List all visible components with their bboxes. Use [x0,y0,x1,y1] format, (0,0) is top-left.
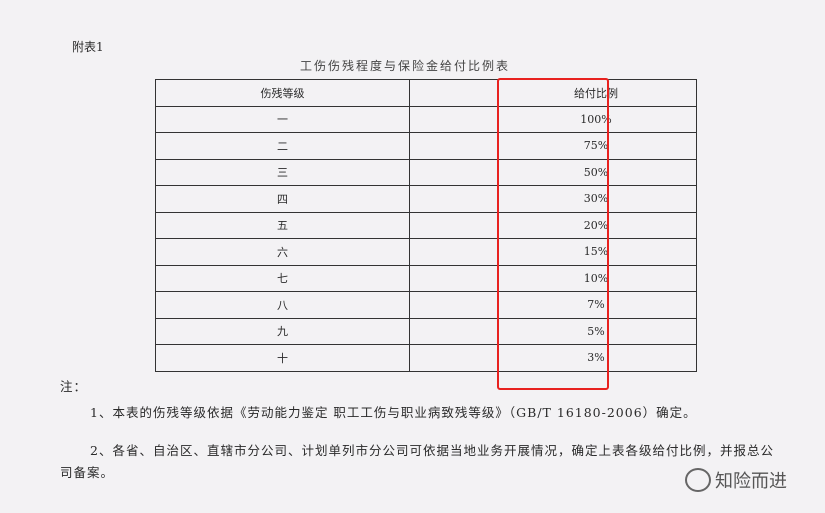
table-row: 四 30% [155,185,697,213]
grade-cell: 五 [155,211,410,239]
table-row: 十 3% [155,344,697,372]
appendix-label: 附表1 [72,40,104,54]
highlight-box [497,78,609,390]
ratio-cell: 50% [496,158,697,186]
table-row: 二 75% [155,132,697,160]
table-row: 六 15% [155,238,697,266]
grade-cell: 四 [155,185,410,213]
ratio-cell: 10% [496,264,697,292]
table-row: 七 10% [155,264,697,292]
note-2: 2、各省、自治区、直辖市分公司、计划单列市分公司可依据当地业务开展情况，确定上表… [60,443,774,480]
grade-cell: 十 [155,344,410,372]
ratio-table: 伤残等级 给付比例 一 100% 二 75% 三 50% 四 30% 五 20% 六 15% 七 10% 八… [155,79,697,372]
watermark: 知险而进 [685,467,787,493]
table-row: 九 5% [155,317,697,345]
ratio-cell: 30% [496,185,697,213]
grade-cell: 六 [155,238,410,266]
watermark-text: 知险而进 [715,471,787,492]
ratio-cell: 5% [496,317,697,345]
table-row: 五 20% [155,211,697,239]
table-title: 工伤伤残程度与保险金给付比例表 [300,59,511,73]
wechat-icon [685,468,711,492]
ratio-cell: 3% [496,344,697,372]
table-row: 一 100% [155,105,697,133]
ratio-cell: 20% [496,211,697,239]
table-row: 三 50% [155,158,697,186]
grade-cell: 八 [155,291,410,319]
notes-heading: 注： [60,379,88,394]
ratio-cell: 75% [496,132,697,160]
header-grade: 伤残等级 [155,79,410,107]
note-1: 1、本表的伤残等级依据《劳动能力鉴定 职工工伤与职业病致残等级》（GB/T 16… [90,405,697,420]
table-row: 八 7% [155,291,697,319]
ratio-cell: 100% [496,105,697,133]
table-header-row: 伤残等级 给付比例 [155,79,697,107]
grade-cell: 二 [155,132,410,160]
grade-cell: 九 [155,317,410,345]
grade-cell: 一 [155,105,410,133]
grade-cell: 三 [155,158,410,186]
ratio-cell: 7% [496,291,697,319]
grade-cell: 七 [155,264,410,292]
